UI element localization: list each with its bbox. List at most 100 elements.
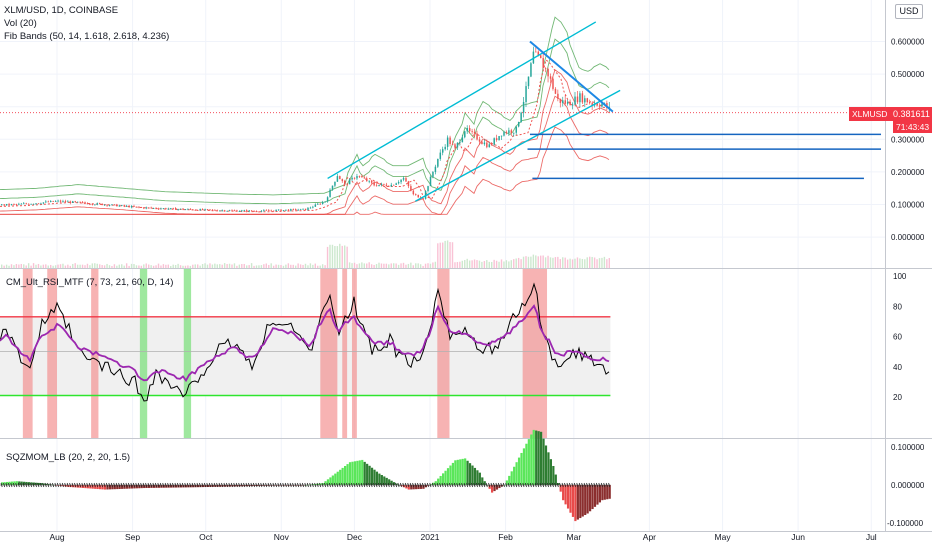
candle-body [591,103,593,106]
volume-bar [348,262,351,268]
volume-bar [74,263,76,268]
momentum-bar [37,482,40,485]
channel-upper-trendline[interactable] [327,21,597,180]
volume-bar [8,265,10,268]
candle-body [390,184,393,187]
momentum-bar [505,480,508,485]
momentum-bar [346,464,349,485]
candle-body [586,98,589,103]
volume-bar [395,263,397,268]
candle-body [515,126,517,133]
volume-bar [593,257,596,268]
candle-body [446,137,449,147]
volume-bar [30,265,32,268]
candle-body [101,203,103,206]
volume-indicator-label[interactable]: Vol (20) [4,18,37,29]
volume-bar [179,265,182,268]
candle-body [417,194,419,198]
volume-bar [429,263,432,268]
momentum-bar [530,434,533,485]
volume-bar [233,263,236,268]
candle-body [160,208,162,210]
volume-bar [424,263,427,268]
momentum-bar [549,459,552,485]
momentum-bar [341,467,344,485]
candle-body [530,63,532,77]
volume-bar [194,264,196,268]
volume-bar [162,264,165,268]
volume-bar [341,245,343,268]
time-axis-tick: Feb [498,532,513,542]
volume-bar [270,263,272,268]
volume-bar [165,264,167,268]
time-axis-tick: Aug [49,532,64,542]
volume-bar [346,246,348,268]
volume-bar [402,262,405,268]
candle-body [113,204,116,206]
candle-body [211,209,214,211]
momentum-bar [495,485,499,490]
momentum-bar [45,483,48,485]
symbol-title[interactable]: XLM/USD, 1D, COINBASE [4,5,119,16]
candle-body [564,100,566,104]
volume-bar [201,264,204,268]
candle-body [94,204,96,206]
volume-bar [221,264,223,268]
volume-bar [471,260,473,268]
wedge-resistance-line[interactable] [529,40,614,113]
fib-bands-indicator-label[interactable]: Fib Bands (50, 14, 1.618, 2.618, 4.236) [4,31,170,42]
momentum-bar [434,481,437,485]
momentum-bar [326,479,330,485]
volume-bar [486,260,488,268]
volume-bar [99,264,101,268]
channel-lower-trendline[interactable] [415,89,621,202]
candle-body [10,204,13,206]
momentum-bar [586,485,589,514]
momentum-bar [437,478,440,485]
candle-body [79,201,81,203]
momentum-bar [351,461,354,485]
momentum-bar [461,458,464,485]
momentum-bar [471,465,474,485]
candle-body [540,55,542,59]
candle-body [517,121,520,127]
volume-bar [157,263,160,268]
candle-body [459,142,461,143]
candle-body [96,203,99,205]
volume-bar [393,263,395,268]
volume-bar [468,260,471,268]
volume-bar [603,256,606,268]
currency-badge[interactable]: USD [895,4,923,19]
rsi-indicator-label[interactable]: CM_Ult_RSI_MTF (7, 73, 21, 60, D, 14) [6,277,174,288]
candle-body [152,207,155,209]
candle-body [157,208,160,210]
momentum-bar [444,470,447,485]
volume-bar [76,264,79,268]
volume-bar [535,255,537,268]
volume-bar [299,264,302,268]
rsi-overbought-zone [342,269,348,438]
candle-body [341,179,344,182]
volume-bar [133,264,135,268]
volume-bar [111,265,113,268]
candle-body [13,204,15,205]
momentum-bar [535,430,538,485]
candle-body [290,209,292,211]
volume-bar [231,264,233,268]
momentum-bar [388,479,391,485]
volume-bar [13,265,15,268]
volume-bar [290,264,292,268]
sqzmom-indicator-label[interactable]: SQZMOM_LB (20, 2, 20, 1.5) [6,452,131,463]
momentum-bar [532,429,535,485]
candle-body [304,208,307,211]
momentum-bar [483,481,486,485]
momentum-bar [559,485,562,492]
volume-bar [373,264,375,268]
volume-bar [363,263,365,268]
candle-body [466,128,468,132]
volume-bar [282,265,285,268]
candle-body [324,201,326,203]
volume-bar [532,254,535,268]
candle-body [554,88,557,94]
